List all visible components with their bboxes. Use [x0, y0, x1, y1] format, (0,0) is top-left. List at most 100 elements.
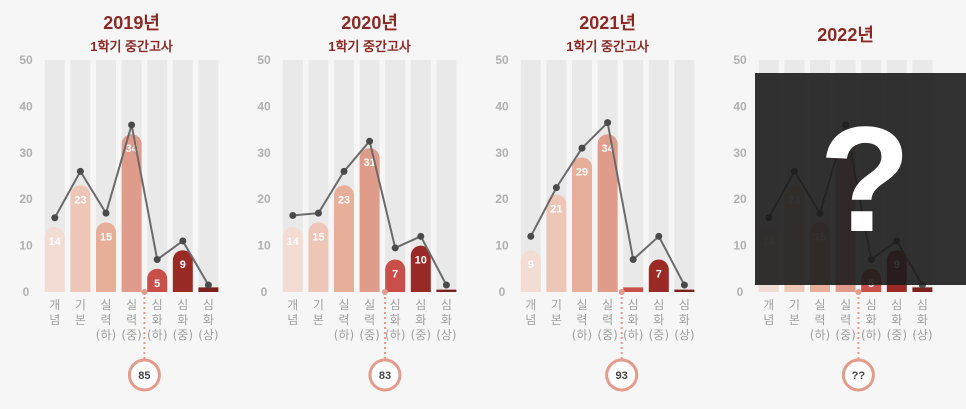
- category-label: 개: [763, 298, 774, 312]
- trend-point: [128, 121, 136, 129]
- bar: [436, 289, 457, 292]
- bar-value-label: 14: [49, 236, 62, 248]
- score-circle: [127, 358, 161, 392]
- trend-point: [179, 237, 187, 245]
- category-label: 화: [415, 313, 426, 327]
- column-band: [410, 60, 431, 292]
- category-label: 념: [763, 313, 774, 327]
- column-band: [674, 60, 695, 292]
- chart-panel-1: 010203040501423153459개념기본실력(하)실력(중)심화(하)…: [19, 53, 219, 392]
- chart-title: 2022년: [817, 25, 874, 45]
- chart-panel-3: 0102030405092129347개념기본실력(하)실력(중)심화(하)심화…: [495, 53, 695, 392]
- category-label: 기: [789, 298, 800, 312]
- y-tick-label: 10: [257, 239, 271, 253]
- category-label: 화: [177, 313, 188, 327]
- bar-value-label: 15: [100, 231, 112, 243]
- score-value: ??: [852, 370, 866, 382]
- category-label: (하): [810, 328, 830, 342]
- bar: [623, 287, 644, 292]
- bar: [308, 222, 329, 292]
- category-label: (하): [147, 328, 167, 342]
- category-label: (중): [359, 328, 379, 342]
- bar: [520, 250, 541, 292]
- trend-point: [578, 144, 586, 152]
- category-label: 력: [338, 313, 349, 327]
- trend-point: [51, 214, 59, 222]
- category-label: 력: [840, 313, 851, 327]
- trend-point: [340, 167, 348, 175]
- category-label: 심: [441, 298, 452, 312]
- bar: [121, 134, 142, 292]
- category-label: 화: [679, 313, 690, 327]
- bar: [282, 227, 303, 292]
- category-label: (중): [121, 328, 141, 342]
- score-value: 93: [616, 370, 628, 382]
- category-label: 실: [576, 298, 587, 312]
- category-label: 심: [177, 298, 188, 312]
- score-marker-dot: [855, 289, 862, 295]
- score-marker-dot: [618, 289, 625, 295]
- trend-point: [314, 209, 322, 217]
- score-value: 85: [138, 370, 150, 382]
- bar-value-label: 21: [550, 204, 562, 216]
- bar-value-label: 7: [656, 269, 662, 281]
- column-band: [172, 60, 193, 292]
- bar-value-label: 5: [154, 278, 160, 290]
- category-label: (상): [198, 328, 218, 342]
- bar: [385, 259, 406, 292]
- y-tick-label: 0: [737, 285, 744, 299]
- y-tick-label: 0: [499, 285, 506, 299]
- category-label: 력: [814, 313, 825, 327]
- category-label: 실: [602, 298, 613, 312]
- bar: [912, 287, 933, 292]
- category-label: 심: [917, 298, 928, 312]
- category-label: (상): [436, 328, 456, 342]
- category-label: 심: [415, 298, 426, 312]
- category-label: 심: [866, 298, 877, 312]
- bar: [546, 194, 567, 292]
- category-label: 화: [203, 313, 214, 327]
- category-label: (하): [96, 328, 116, 342]
- bar-value-label: 9: [180, 259, 186, 271]
- bar-value-label: 14: [287, 236, 300, 248]
- category-label: 개: [49, 298, 60, 312]
- y-tick-label: 30: [19, 146, 33, 160]
- bar-value-label: 9: [528, 259, 534, 271]
- bar: [198, 287, 219, 292]
- y-tick-label: 40: [19, 99, 33, 113]
- score-value: 83: [379, 370, 391, 382]
- category-label: 화: [390, 313, 401, 327]
- y-tick-label: 40: [495, 99, 509, 113]
- chart-subtitle: 1학기 중간고사: [90, 39, 173, 54]
- category-label: 실: [126, 298, 137, 312]
- trend-point: [680, 281, 688, 289]
- bar: [410, 245, 431, 292]
- category-label: 심: [679, 298, 690, 312]
- bar: [674, 289, 695, 292]
- y-tick-label: 30: [733, 146, 747, 160]
- trend-point: [153, 256, 161, 264]
- category-label: 화: [917, 313, 928, 327]
- bar-value-label: 31: [363, 157, 375, 169]
- y-tick-label: 40: [257, 99, 271, 113]
- category-label: 화: [152, 313, 163, 327]
- category-label: (하): [385, 328, 405, 342]
- trend-point: [204, 281, 212, 289]
- category-label: 화: [653, 313, 664, 327]
- y-tick-label: 10: [733, 239, 747, 253]
- category-label: 실: [100, 298, 111, 312]
- y-tick-label: 50: [733, 53, 747, 67]
- y-tick-label: 30: [495, 146, 509, 160]
- trend-point: [289, 211, 297, 219]
- category-label: 화: [441, 313, 452, 327]
- category-label: (상): [674, 328, 694, 342]
- column-band: [520, 60, 541, 292]
- category-label: 화: [891, 313, 902, 327]
- bar-value-label: 10: [415, 255, 427, 267]
- bar: [359, 148, 380, 292]
- category-label: (중): [835, 328, 855, 342]
- y-tick-label: 20: [733, 192, 747, 206]
- trend-point: [417, 232, 425, 240]
- category-label: 기: [75, 298, 86, 312]
- question-mark-overlay: ?: [755, 73, 966, 285]
